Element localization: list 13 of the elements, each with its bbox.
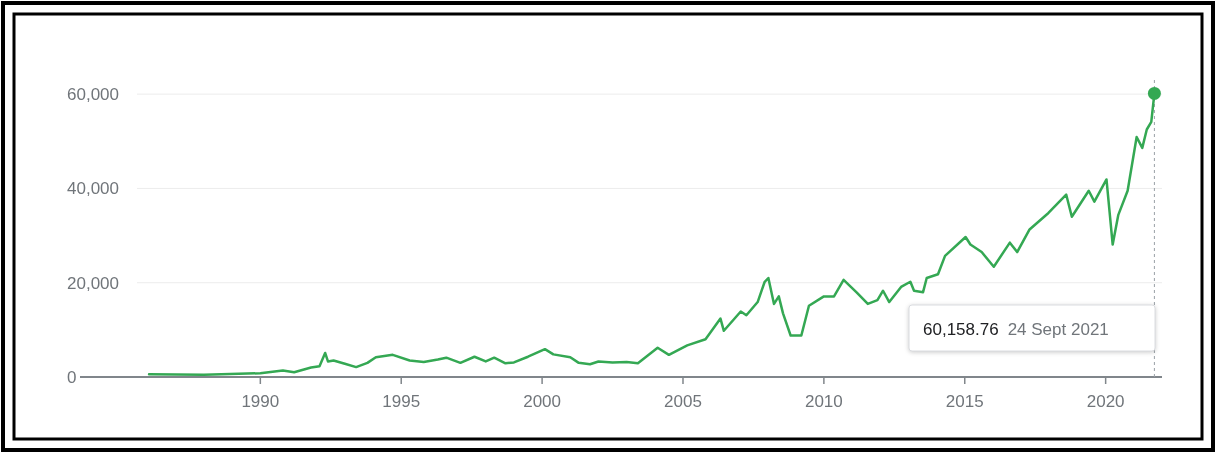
x-tick-label: 2010 [804,392,843,411]
annotation: 60,158.76 [923,320,999,339]
y-tick-label: 60,000 [67,85,119,105]
x-tick-label: 2005 [664,392,702,411]
y-tick-label: 40,000 [67,179,119,199]
y-tick-label: 20,000 [67,273,119,293]
x-tick-label: 2000 [523,392,562,411]
x-tick-label: 2015 [945,392,984,411]
x-tick-label: 1995 [382,392,421,411]
y-tick-label: 0 [67,367,77,387]
x-tick-label: 1990 [241,392,280,411]
x-tick-label: 2020 [1086,392,1125,411]
annotation: 24 Sept 2021 [1007,320,1109,339]
